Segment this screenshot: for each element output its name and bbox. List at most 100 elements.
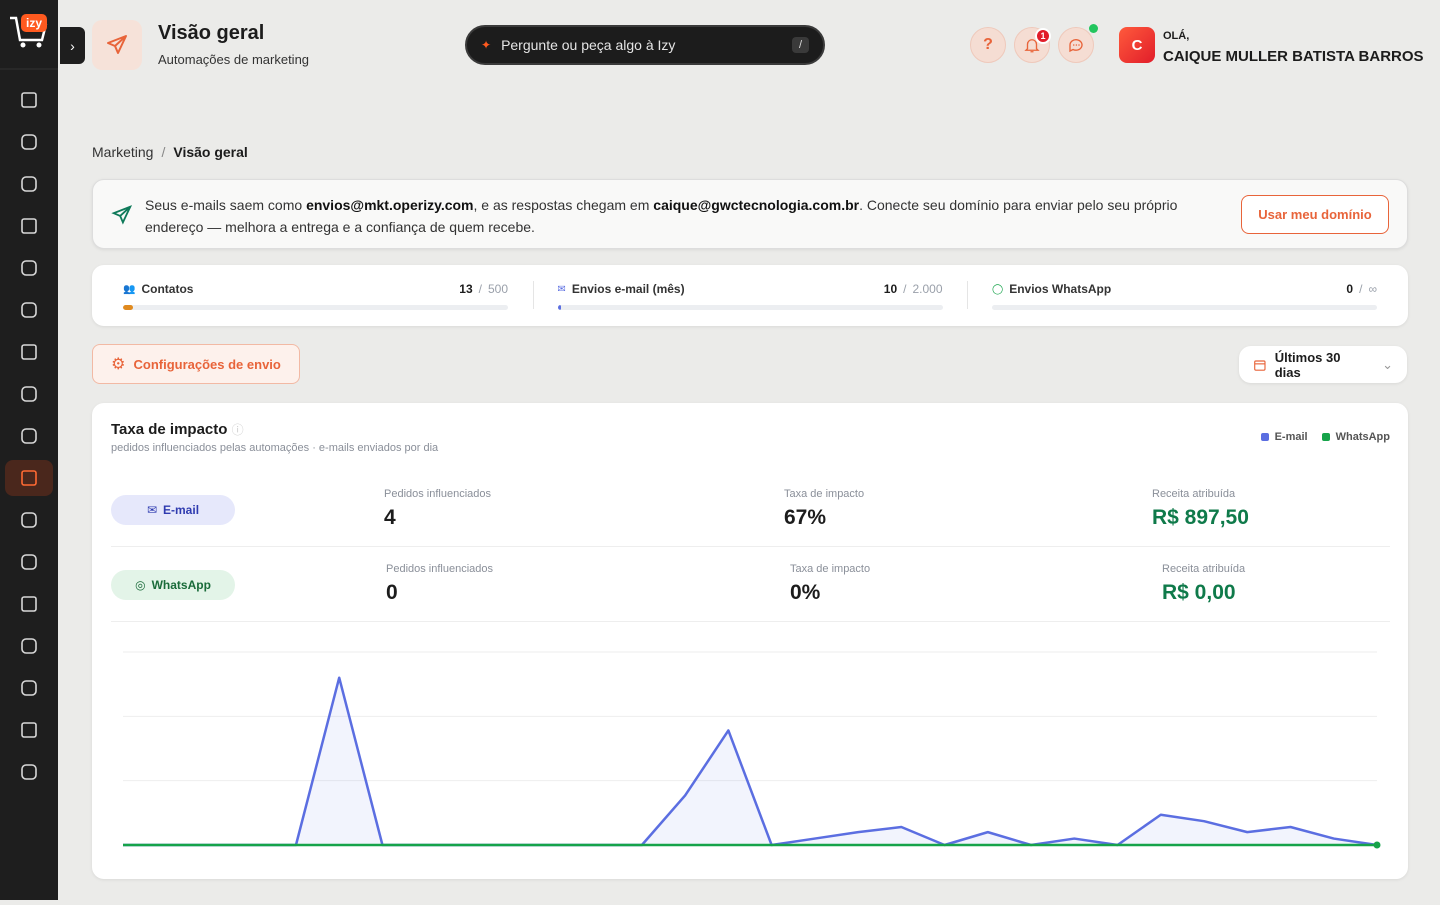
stat-label: Receita atribuída	[1152, 488, 1236, 500]
legend: E-mail WhatsApp	[1260, 431, 1390, 443]
svg-text:izy: izy	[26, 16, 42, 30]
usage-row: ✉ Envios e-mail (mês) 10 / 2.000	[558, 282, 943, 296]
impact-title-text: Taxa de impacto	[111, 421, 228, 438]
usage-used: 0	[1346, 282, 1354, 296]
row-divider	[111, 621, 1390, 622]
stat-value: R$ 0,00	[1162, 581, 1236, 604]
help-button[interactable]: ?	[970, 27, 1006, 63]
legend-label: WhatsApp	[1335, 431, 1390, 443]
nav-icon-shape	[21, 512, 37, 528]
stat: Receita atribuída R$ 0,00	[1162, 563, 1245, 605]
search-placeholder: Pergunte ou peça algo à Izy	[501, 37, 676, 53]
nav-icon[interactable]	[21, 92, 37, 108]
domain-notice: Seus e-mails saem como envios@mkt.operiz…	[92, 179, 1408, 249]
nav-icon[interactable]	[21, 386, 37, 402]
nav-icon[interactable]	[21, 134, 37, 150]
nav-icon[interactable]	[21, 764, 37, 780]
channel-pill: ✉ E-mail	[111, 495, 235, 525]
nav-icon-shape	[21, 722, 37, 738]
nav-icon[interactable]	[21, 596, 37, 612]
nav-icon[interactable]	[21, 512, 37, 528]
channel-icon: ✉	[146, 503, 158, 517]
nav-icon[interactable]	[21, 344, 37, 360]
stat-value: 0	[386, 581, 398, 604]
nav-icon-shape	[21, 470, 37, 486]
usage-track	[123, 305, 508, 310]
search-bar[interactable]: ✦ Pergunte ou peça algo à Izy /	[465, 25, 825, 65]
usage-label: Envios WhatsApp	[1009, 282, 1112, 296]
row-divider	[111, 546, 1390, 547]
notice-emphasis: envios@mkt.operizy.com	[306, 197, 474, 213]
stat-label: Receita atribuída	[1162, 563, 1246, 575]
search-shortcut: /	[791, 37, 809, 53]
chat-button[interactable]	[1058, 27, 1094, 63]
info-icon[interactable]: ⓘ	[231, 423, 244, 437]
impact-chart	[123, 651, 1381, 849]
legend-swatch	[1321, 433, 1330, 441]
breadcrumb-item[interactable]: Marketing	[92, 144, 154, 160]
nav-icon[interactable]	[21, 176, 37, 192]
usage-label: Envios e-mail (mês)	[571, 282, 685, 296]
usage-used: 13	[459, 282, 473, 296]
nav-icon[interactable]	[21, 554, 37, 570]
nav-icon-shape	[21, 176, 37, 192]
usage-icon: 👥	[123, 283, 136, 295]
stat-value: 67%	[784, 506, 827, 529]
stat-value: 4	[384, 506, 396, 529]
period-select[interactable]: Últimos 30 dias ⌄	[1239, 346, 1407, 383]
usage-panel: 👥 Contatos 13 / 500 ✉ Envios e-mail (mês) 10 / 2.…	[92, 265, 1408, 326]
usage-row: 👥 Contatos 13 / 500	[123, 282, 508, 296]
nav-icon[interactable]	[21, 470, 37, 486]
channel-label: E-mail	[163, 503, 200, 517]
stat: Pedidos influenciados 0	[386, 563, 493, 605]
usage-bar	[123, 305, 133, 310]
usage-icon: ✉	[557, 283, 566, 295]
usage-item: ◯ Envios WhatsApp 0 / ∞	[992, 282, 1377, 310]
nav-icon[interactable]	[21, 638, 37, 654]
nav-icon[interactable]	[21, 680, 37, 696]
avatar[interactable]: C	[1119, 27, 1155, 63]
nav-icon[interactable]	[21, 218, 37, 234]
usage-icon: ◯	[992, 283, 1004, 295]
logo: izy	[10, 14, 48, 48]
legend-item[interactable]: E-mail	[1260, 431, 1308, 443]
usage-divider	[532, 281, 534, 309]
notice-part: Seus e-mails saem como	[145, 197, 307, 213]
line	[123, 676, 1378, 847]
stat: Taxa de impacto 67%	[784, 488, 864, 530]
legend-swatch	[1260, 433, 1269, 441]
usage-label: Contatos	[141, 282, 194, 296]
impact-title: Taxa de impacto ⓘ	[111, 421, 244, 438]
sidebar-toggle[interactable]: ›	[60, 27, 85, 64]
nav-icon-shape	[21, 92, 37, 108]
nav-icon-shape	[21, 428, 37, 444]
legend-item[interactable]: WhatsApp	[1321, 431, 1390, 443]
stat-label: Taxa de impacto	[784, 488, 865, 500]
notice-part: . Conecte seu domínio para enviar pelo s…	[145, 197, 1178, 235]
stat-label: Pedidos influenciados	[386, 563, 494, 575]
user-name: CAIQUE MULLER BATISTA BARROS	[1163, 48, 1424, 65]
stat: Receita atribuída R$ 897,50	[1152, 488, 1249, 530]
stat: Taxa de impacto 0%	[790, 563, 870, 605]
sidebar: izy	[0, 0, 58, 900]
nav-icon-shape	[21, 218, 37, 234]
send-settings-button[interactable]: ⚙ Configurações de envio	[92, 344, 300, 384]
breadcrumb-separator: /	[161, 144, 166, 160]
nav-icon[interactable]	[21, 302, 37, 318]
nav-icon[interactable]	[21, 260, 37, 276]
use-domain-button[interactable]: Usar meu domínio	[1241, 195, 1389, 234]
nav-icon-shape	[21, 638, 37, 654]
chevron: ⌄	[1382, 356, 1393, 372]
impact-subtitle: pedidos influenciados pelas automações ·…	[111, 442, 439, 454]
sidebar-icons: izy	[0, 14, 58, 780]
impact-card: Taxa de impacto ⓘ pedidos influenciados …	[92, 403, 1408, 879]
usage-limit: 500	[487, 282, 508, 296]
nav-icon[interactable]	[21, 428, 37, 444]
page-title: Visão geral	[158, 22, 265, 44]
nav-icon[interactable]	[21, 722, 37, 738]
area	[123, 677, 1377, 845]
usage-row: ◯ Envios WhatsApp 0 / ∞	[992, 282, 1377, 296]
usage-limit: ∞	[1368, 282, 1377, 296]
usage-used: 10	[883, 282, 898, 296]
